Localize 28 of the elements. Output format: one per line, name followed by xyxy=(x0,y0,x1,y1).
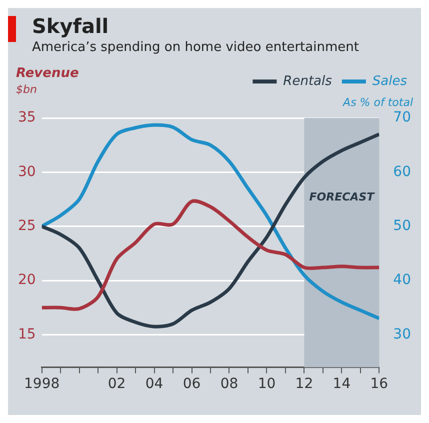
x-tick-label: 08 xyxy=(220,376,238,392)
x-tick-label: 16 xyxy=(370,376,388,392)
y-tick-label: 30 xyxy=(18,164,36,180)
text: Revenue xyxy=(16,66,79,81)
chart-subtitle: America’s spending on home video entertainment xyxy=(32,40,360,55)
y-tick-label: 25 xyxy=(18,218,36,234)
y2-tick-label: 60 xyxy=(393,164,412,180)
x-tick-label: 14 xyxy=(332,376,351,392)
line-series xyxy=(42,199,380,311)
y2-axis-title: As % of total xyxy=(342,96,413,109)
chart-title: Skyfall xyxy=(32,14,110,38)
y-tick-label: 35 xyxy=(18,110,36,126)
legend-label: Sales xyxy=(372,74,408,89)
legend-label: Rentals xyxy=(283,74,332,89)
y-axis-title: $bn xyxy=(16,83,37,96)
y-tick-label: 20 xyxy=(18,272,36,288)
y2-tick-label: 70 xyxy=(393,110,412,126)
y2-tick-label: 30 xyxy=(393,326,412,342)
y2-tick-label: 50 xyxy=(393,218,412,234)
y2-tick-label: 40 xyxy=(393,272,412,288)
x-tick-label: 04 xyxy=(145,376,164,392)
x-tick-label: 1998 xyxy=(24,376,60,392)
band-label: FORECAST xyxy=(309,190,376,204)
x-tick-label: 06 xyxy=(182,376,201,392)
x-tick-label: 12 xyxy=(295,376,314,392)
x-tick-label: 02 xyxy=(108,376,126,392)
x-tick-label: 10 xyxy=(258,376,276,392)
y-tick-label: 15 xyxy=(18,326,36,342)
